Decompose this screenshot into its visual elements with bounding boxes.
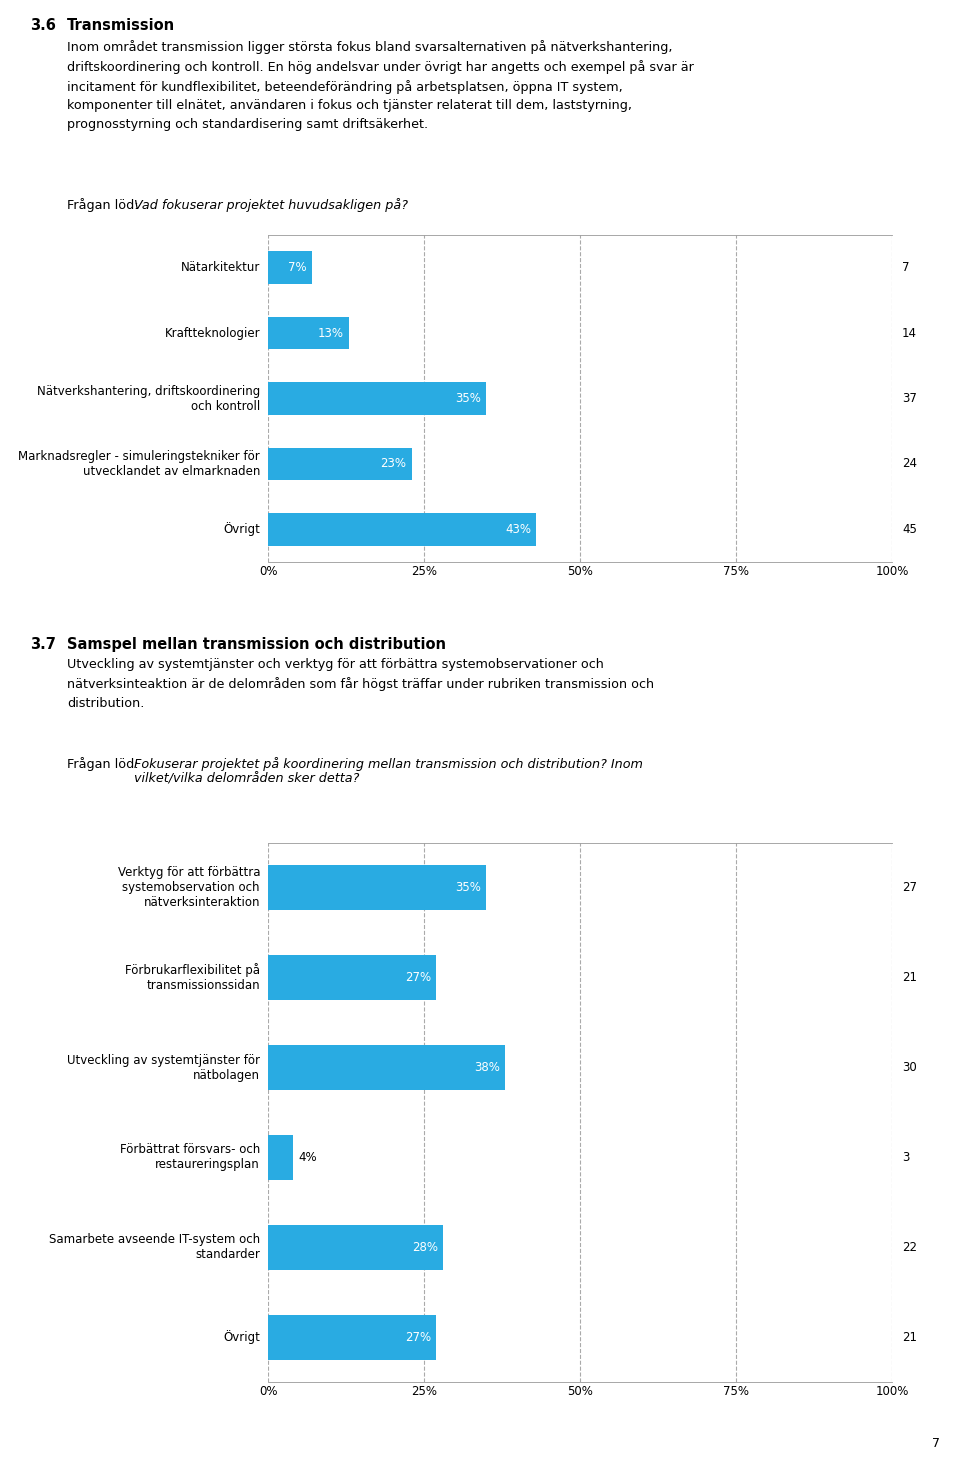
Text: 14: 14: [902, 326, 917, 339]
Text: 3.7: 3.7: [30, 636, 56, 652]
Text: Utveckling av systemtjänster för
nätbolagen: Utveckling av systemtjänster för nätbola…: [67, 1053, 260, 1081]
Text: 3: 3: [902, 1151, 909, 1165]
Text: Marknadsregler - simuleringstekniker för
utvecklandet av elmarknaden: Marknadsregler - simuleringstekniker för…: [18, 451, 260, 478]
Text: 21: 21: [902, 1330, 917, 1343]
Text: Förbättrat försvars- och
restaureringsplan: Förbättrat försvars- och restaureringspl…: [120, 1144, 260, 1172]
Text: 45: 45: [902, 522, 917, 535]
Text: 27%: 27%: [405, 971, 431, 985]
Text: 28%: 28%: [412, 1241, 438, 1254]
Text: 22: 22: [902, 1241, 917, 1254]
Text: 30: 30: [902, 1061, 917, 1074]
Text: Utveckling av systemtjänster och verktyg för att förbättra systemobservationer o: Utveckling av systemtjänster och verktyg…: [67, 658, 654, 710]
Text: Verktyg för att förbättra
systemobservation och
nätverksinteraktion: Verktyg för att förbättra systemobservat…: [117, 866, 260, 910]
Bar: [268, 448, 412, 480]
Text: Samarbete avseende IT-system och
standarder: Samarbete avseende IT-system och standar…: [49, 1233, 260, 1261]
Text: 7: 7: [902, 262, 909, 274]
Bar: [268, 1225, 443, 1270]
Text: 43%: 43%: [505, 522, 531, 535]
Text: Kraftteknologier: Kraftteknologier: [164, 326, 260, 339]
Text: 23%: 23%: [380, 458, 406, 471]
Bar: [268, 252, 312, 284]
Bar: [268, 317, 349, 350]
Text: 4%: 4%: [298, 1151, 317, 1165]
Text: 27: 27: [902, 881, 917, 894]
Bar: [268, 1135, 293, 1179]
Text: 7%: 7%: [288, 262, 306, 274]
Bar: [268, 1045, 505, 1090]
Text: 35%: 35%: [456, 392, 481, 405]
Text: 38%: 38%: [474, 1061, 500, 1074]
Text: Vad fokuserar projektet huvudsakligen på?: Vad fokuserar projektet huvudsakligen på…: [134, 198, 408, 212]
Text: 13%: 13%: [318, 326, 344, 339]
Bar: [268, 1315, 437, 1359]
Bar: [268, 866, 487, 910]
Text: Samspel mellan transmission och distribution: Samspel mellan transmission och distribu…: [67, 636, 446, 652]
Text: Frågan löd:: Frågan löd:: [67, 198, 143, 212]
Text: Nätarkitektur: Nätarkitektur: [180, 262, 260, 274]
Text: Transmission: Transmission: [67, 18, 175, 34]
Text: Frågan löd:: Frågan löd:: [67, 756, 143, 771]
Bar: [268, 514, 537, 546]
Bar: [268, 955, 437, 1001]
Text: 37: 37: [902, 392, 917, 405]
Text: 7: 7: [932, 1437, 940, 1450]
Text: Nätverkshantering, driftskoordinering
och kontroll: Nätverkshantering, driftskoordinering oc…: [36, 385, 260, 413]
Bar: [268, 382, 487, 415]
Text: Fokuserar projektet på koordinering mellan transmission och distribution? Inom
v: Fokuserar projektet på koordinering mell…: [134, 756, 643, 786]
Text: 24: 24: [902, 458, 917, 471]
Text: Övrigt: Övrigt: [223, 522, 260, 537]
Text: 21: 21: [902, 971, 917, 985]
Text: Förbrukarflexibilitet på
transmissionssidan: Förbrukarflexibilitet på transmissionssi…: [125, 963, 260, 992]
Text: 3.6: 3.6: [30, 18, 56, 34]
Text: 35%: 35%: [456, 881, 481, 894]
Text: 27%: 27%: [405, 1330, 431, 1343]
Text: Övrigt: Övrigt: [223, 1330, 260, 1344]
Text: Inom området transmission ligger största fokus bland svarsalternativen på nätver: Inom området transmission ligger största…: [67, 40, 694, 132]
